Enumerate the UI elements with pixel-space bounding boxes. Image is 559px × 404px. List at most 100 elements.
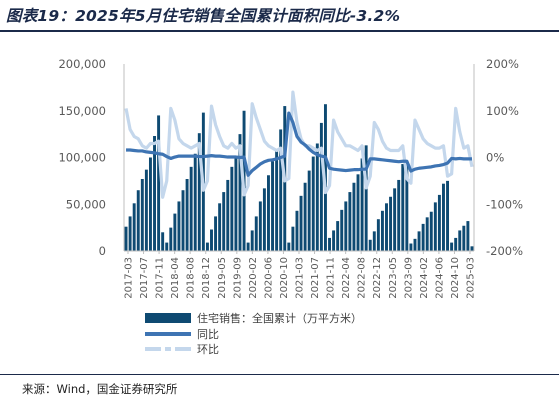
bar <box>344 201 348 251</box>
bar <box>372 231 376 251</box>
bar <box>389 196 393 251</box>
bar <box>466 221 470 251</box>
x-tick-label: 2020-10 <box>279 257 290 299</box>
bar <box>144 169 148 251</box>
x-tick-label: 2019-09 <box>232 257 243 299</box>
y-tick-label-left: 100,000 <box>58 151 106 165</box>
bar <box>234 155 238 251</box>
bar <box>250 230 254 251</box>
bar <box>299 195 303 251</box>
y-tick-label-right: -200% <box>486 244 523 258</box>
bar <box>393 188 397 251</box>
y-tick-label-right: -100% <box>486 197 523 211</box>
bar <box>279 129 283 251</box>
bar <box>319 122 323 251</box>
bar <box>340 209 344 251</box>
x-tick-label: 2025-03 <box>466 257 477 299</box>
bar <box>315 143 319 251</box>
legend-label-yoy: 同比 <box>197 328 219 341</box>
bar <box>161 232 165 251</box>
bar <box>368 239 372 251</box>
bar <box>401 164 405 251</box>
bar <box>169 227 173 252</box>
bar <box>238 134 242 252</box>
y-tick-label-left: 50,000 <box>66 197 106 211</box>
x-tick-label: 2023-09 <box>403 257 414 299</box>
bar <box>470 246 474 251</box>
bar <box>462 225 466 251</box>
bar <box>177 201 181 251</box>
bar <box>442 183 445 251</box>
bar <box>197 133 201 251</box>
bar <box>336 221 340 251</box>
bar <box>214 216 218 251</box>
bar <box>376 219 380 251</box>
title-rule <box>0 30 559 32</box>
bar <box>352 182 356 251</box>
legend-label-bar: 住宅销售：全国累计（万平方米） <box>197 311 362 325</box>
source-rule <box>0 374 559 375</box>
x-tick-label: 2017-03 <box>124 257 135 299</box>
series-line-yoy <box>126 111 472 177</box>
x-tick-label: 2017-07 <box>139 257 150 299</box>
bar <box>364 145 368 251</box>
y-tick-label-right: 100% <box>486 104 519 118</box>
bar <box>226 179 230 251</box>
bar <box>409 243 413 251</box>
bar <box>210 229 213 251</box>
x-tick-label: 2019-05 <box>217 257 228 299</box>
bar <box>437 194 441 251</box>
x-tick-label: 2022-12 <box>372 257 383 299</box>
bar <box>458 230 462 251</box>
bar <box>454 237 458 251</box>
bar <box>157 115 161 252</box>
bar <box>185 179 189 251</box>
bar <box>189 166 193 251</box>
chart-title: 图表19：2025年5月住宅销售全国累计面积同比-3.2% <box>6 7 401 25</box>
bar <box>450 242 454 251</box>
legend-swatch-bar <box>145 313 191 323</box>
bar <box>140 179 144 251</box>
bar <box>128 216 132 251</box>
bar <box>218 203 222 251</box>
bar <box>380 210 384 251</box>
bar <box>181 190 185 251</box>
x-tick-label: 2024-02 <box>419 257 430 299</box>
bar <box>271 161 275 251</box>
bar <box>246 242 250 251</box>
bar <box>254 216 258 251</box>
bar <box>413 238 417 251</box>
y-tick-label-right: 0% <box>486 151 504 165</box>
bar <box>230 166 234 251</box>
y-tick-label-right: 200% <box>486 57 519 71</box>
bar <box>307 170 311 251</box>
bar <box>165 242 169 251</box>
y-tick-label-left: 200,000 <box>58 57 106 71</box>
bar <box>446 180 450 252</box>
source-note: 来源：Wind，国金证券研究所 <box>22 382 178 396</box>
bar <box>328 237 331 251</box>
series-line-mom <box>124 90 474 199</box>
bar <box>429 211 433 251</box>
x-tick-label: 2020-06 <box>263 257 274 299</box>
bar <box>287 242 291 251</box>
x-tick-label: 2022-08 <box>357 257 368 299</box>
x-tick-label: 2024-10 <box>450 257 461 299</box>
x-tick-label: 2023-05 <box>388 257 399 299</box>
bar <box>433 202 437 251</box>
bar <box>267 175 270 251</box>
bar <box>421 223 425 251</box>
bar <box>222 192 226 251</box>
x-tick-label: 2018-08 <box>186 257 197 299</box>
bar <box>348 192 352 251</box>
bar <box>417 231 421 251</box>
legend-label-mom: 环比 <box>197 343 219 356</box>
x-tick-label: 2024-06 <box>434 257 445 299</box>
bar <box>291 226 295 251</box>
bar <box>303 182 307 251</box>
bar <box>136 190 140 251</box>
x-tick-label: 2021-03 <box>295 257 306 299</box>
x-tick-label: 2021-07 <box>310 257 321 299</box>
x-tick-label: 2018-12 <box>201 257 212 299</box>
